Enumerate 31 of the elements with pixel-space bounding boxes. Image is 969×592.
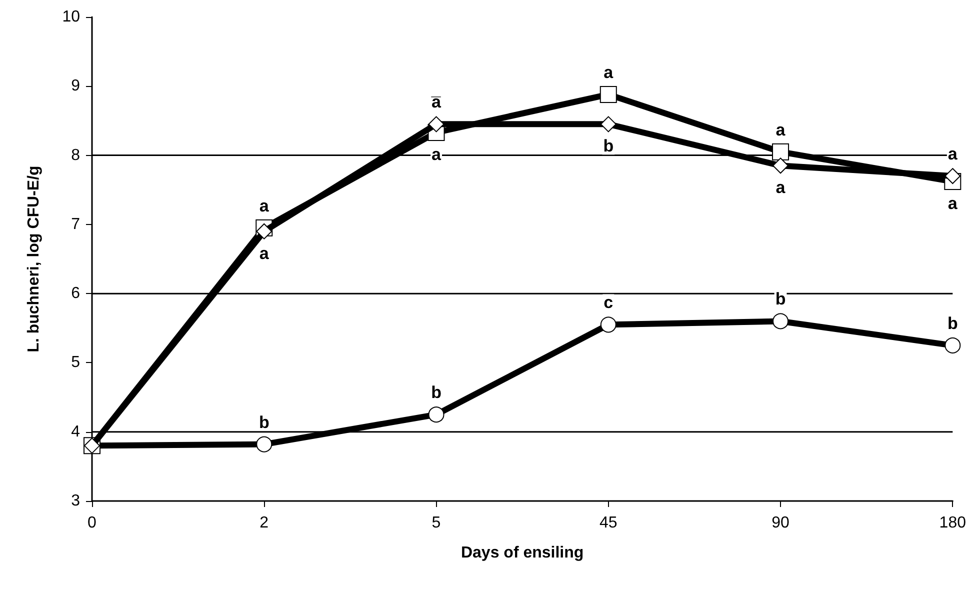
x-tick-label: 90 bbox=[772, 514, 790, 532]
annotation: c bbox=[604, 293, 614, 312]
x-tick-label: 180 bbox=[939, 514, 966, 532]
x-tick-label: 45 bbox=[599, 514, 618, 532]
y-tick-label: 4 bbox=[71, 423, 80, 440]
x-axis-title: Days of ensiling bbox=[460, 544, 584, 562]
annotation: a bbox=[776, 178, 786, 198]
annotation: a bbox=[259, 244, 270, 263]
annotation: b bbox=[947, 314, 958, 333]
y-tick-label: 5 bbox=[71, 354, 80, 372]
y-tick-label: 8 bbox=[71, 146, 80, 164]
y-tick-label: 7 bbox=[71, 216, 80, 233]
y-tick-label: 3 bbox=[71, 492, 80, 510]
annotation: a bbox=[259, 196, 270, 216]
annotation: b bbox=[431, 383, 442, 402]
x-tick-label: 2 bbox=[260, 514, 269, 532]
annotation: b bbox=[258, 412, 270, 432]
annotation: a bbox=[776, 120, 786, 140]
annotation: a bbox=[948, 144, 958, 164]
annotation: b bbox=[775, 290, 786, 309]
x-tick-label: 0 bbox=[88, 514, 97, 532]
annotation: a bbox=[948, 194, 958, 214]
y-tick-label: 6 bbox=[71, 285, 80, 302]
annotation: b bbox=[603, 136, 614, 156]
annotation: a bbox=[604, 62, 614, 82]
x-tick-label: 5 bbox=[432, 514, 441, 532]
annotation: a bbox=[432, 144, 442, 164]
y-tick-label: 9 bbox=[71, 78, 80, 95]
annotation: a̅ bbox=[431, 92, 442, 112]
y-tick-label: 10 bbox=[62, 8, 80, 26]
y-axis-title: L. buchneri, log CFU-E/g bbox=[26, 166, 42, 352]
